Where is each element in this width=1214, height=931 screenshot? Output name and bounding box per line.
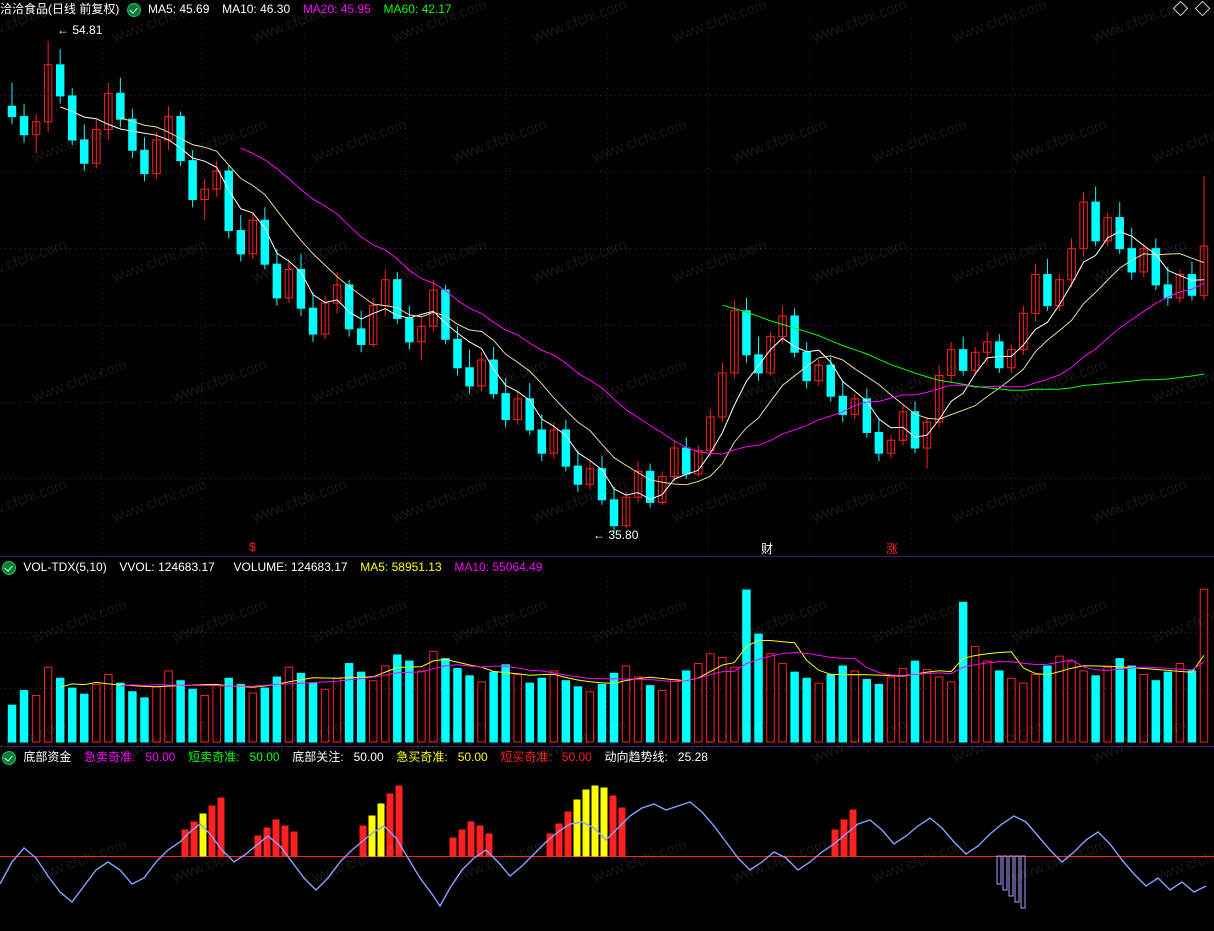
indicator-item-1-label: 短卖奇准: [188,750,240,764]
indicator-item-2-value: 50.00 [353,750,384,764]
check-badge-icon[interactable] [2,751,16,765]
check-badge-icon[interactable] [126,3,141,17]
high-price-label: ← 54.81 [57,23,103,37]
marker-cai: 财 [761,542,774,555]
marker-zhang: 涨 [886,542,899,555]
ma60-readout: MA60: 42.17 [383,2,452,16]
volume-readout: VOLUME: 124683.17 [233,560,348,574]
indicator-title: 底部资金 [23,750,72,764]
ma5-readout: MA5: 45.69 [148,2,210,16]
volume-chart-pane[interactable] [0,576,1214,744]
indicator-item-5-value: 25.28 [677,750,708,764]
price-candlestick-svg [0,18,1214,555]
diamond-outline-icon[interactable] [1194,0,1211,17]
price-chart-pane[interactable]: ← 54.81 ← 35.80 $ 财 涨 [0,18,1214,555]
indicator-item-0-value: 50.00 [145,750,176,764]
check-badge-icon[interactable] [2,561,16,575]
diamond-outline-icon[interactable] [1172,0,1188,17]
volume-pane-header: VOL-TDX(5,10) VVOL: 124683.17 VOLUME: 12… [0,558,1214,576]
indicator-item-1-value: 50.00 [249,750,280,764]
pane-divider [0,556,1214,557]
volume-bars-svg [0,576,1214,744]
marker-dollar: $ [249,540,256,554]
volume-ma5-readout: MA5: 58951.13 [360,560,442,574]
indicator-item-3-value: 50.00 [457,750,488,764]
indicator-item-5-label: 动向趋势线: [604,750,668,764]
indicator-pane-header: 底部资金 急卖奇准: 50.00 短卖奇准: 50.00 底部关注: 50.00… [0,748,1214,766]
low-price-label: ← 35.80 [593,528,639,542]
pane-divider [0,746,1214,747]
ma10-readout: MA10: 46.30 [222,2,291,16]
ma20-readout: MA20: 45.95 [302,2,371,16]
indicator-item-4-value: 50.00 [561,750,592,764]
vvol-readout: VVOL: 124683.17 [119,560,215,574]
indicator-svg [0,785,1214,909]
indicator-chart-pane[interactable] [0,766,1214,931]
indicator-item-0-label: 急卖奇准: [84,750,136,764]
indicator-item-2-label: 底部关注: [292,750,344,764]
indicator-item-4-label: 短买奇准: [500,750,552,764]
price-pane-header: 洽洽食品(日线 前复权) MA5: 45.69 MA10: 46.30 MA20… [0,0,1214,18]
instrument-title: 洽洽食品(日线 前复权) [0,2,120,16]
volume-indicator-title: VOL-TDX(5,10) [23,560,107,574]
indicator-item-3-label: 急买奇准: [396,750,448,764]
volume-ma10-readout: MA10: 55064.49 [454,560,543,574]
